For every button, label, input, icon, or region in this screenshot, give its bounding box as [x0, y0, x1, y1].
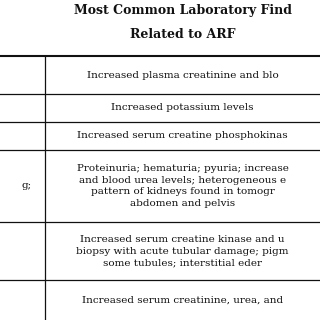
- Text: Increased serum creatine kinase and u
biopsy with acute tubular damage; pigm
som: Increased serum creatine kinase and u bi…: [76, 235, 289, 267]
- Text: Increased plasma creatinine and blo: Increased plasma creatinine and blo: [87, 70, 278, 79]
- Text: Related to ARF: Related to ARF: [130, 28, 235, 41]
- Text: Increased potassium levels: Increased potassium levels: [111, 103, 254, 113]
- Text: Increased serum creatinine, urea, and: Increased serum creatinine, urea, and: [82, 295, 283, 305]
- Text: Proteinuria; hematuria; pyuria; increase
and blood urea levels; heterogeneous e
: Proteinuria; hematuria; pyuria; increase…: [76, 164, 288, 208]
- Text: g;: g;: [22, 181, 32, 190]
- Text: Most Common Laboratory Find: Most Common Laboratory Find: [74, 4, 292, 17]
- Text: Increased serum creatine phosphokinas: Increased serum creatine phosphokinas: [77, 132, 288, 140]
